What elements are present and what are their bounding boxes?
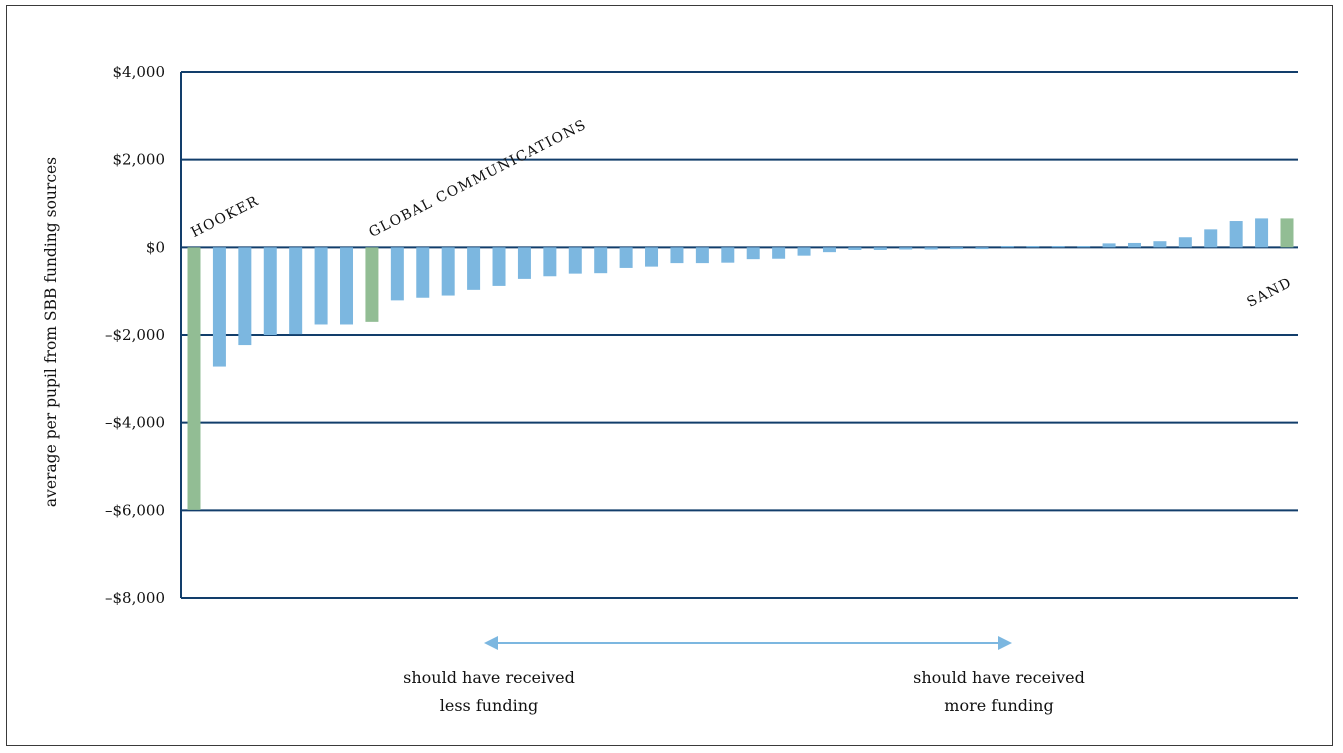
- bar: [1077, 246, 1091, 248]
- bar: [238, 247, 252, 346]
- bar: [1229, 221, 1243, 248]
- bar: [1153, 241, 1167, 248]
- bar: [314, 247, 328, 325]
- bar: [1127, 242, 1141, 248]
- funding-arrow: [484, 636, 1012, 650]
- bar-annotation: SAND: [1244, 275, 1294, 311]
- bar: [390, 247, 404, 301]
- bar-highlighted: [187, 247, 201, 510]
- y-tick-label: $0: [146, 238, 165, 256]
- bar: [416, 247, 430, 298]
- y-tick-label: $4,000: [113, 63, 166, 81]
- bar: [263, 247, 277, 335]
- bar: [492, 247, 506, 286]
- bar: [645, 247, 659, 267]
- bar: [924, 247, 938, 250]
- chart-frame: [6, 5, 1333, 746]
- bar: [568, 247, 582, 274]
- bar: [670, 247, 684, 264]
- arrow-right-head: [998, 636, 1012, 650]
- bar: [441, 247, 455, 296]
- bar: [695, 247, 709, 264]
- bar: [517, 247, 531, 279]
- caption-more-line2: more funding: [944, 696, 1053, 715]
- bar: [822, 247, 836, 253]
- caption-less-line1: should have received: [403, 668, 575, 687]
- bar: [289, 247, 303, 335]
- bar: [797, 247, 811, 256]
- y-tick-labels: $4,000 $2,000 $0 –$2,000 –$4,000 –$6,000 –$8,0…: [105, 63, 165, 607]
- bar-annotation: GLOBAL COMMUNICATIONS: [366, 117, 589, 241]
- bar-highlighted: [1280, 218, 1294, 248]
- bar: [746, 247, 760, 260]
- arrow-left-head: [484, 636, 498, 650]
- bar: [1026, 246, 1040, 248]
- gridlines: [181, 71, 1298, 599]
- caption-less-line2: less funding: [440, 696, 539, 715]
- bar: [1178, 237, 1192, 248]
- bar: [772, 247, 786, 259]
- y-axis-label: average per pupil from SBB funding sourc…: [42, 157, 60, 507]
- bar: [619, 247, 633, 268]
- bar: [1255, 218, 1269, 248]
- bar-highlighted: [365, 247, 379, 322]
- bar: [848, 247, 862, 250]
- caption-more-line1: should have received: [913, 668, 1085, 687]
- y-tick-label: –$6,000: [105, 501, 165, 519]
- bar: [212, 247, 226, 367]
- bar: [873, 247, 887, 250]
- bar: [1051, 246, 1065, 248]
- bar-annotations: HOOKER GLOBAL COMMUNICATIONS SAND: [189, 117, 1295, 311]
- bar: [1102, 243, 1116, 248]
- y-tick-label: $2,000: [113, 151, 166, 169]
- bar: [721, 247, 735, 263]
- bar: [543, 247, 557, 277]
- bar: [975, 247, 989, 250]
- y-tick-label: –$8,000: [105, 589, 165, 607]
- bar: [950, 247, 964, 250]
- bar: [1000, 246, 1014, 248]
- bar: [467, 247, 481, 290]
- bar-annotation: HOOKER: [189, 193, 262, 241]
- y-tick-label: –$4,000: [105, 414, 165, 432]
- bar: [899, 247, 913, 250]
- bar: [594, 247, 608, 274]
- y-tick-label: –$2,000: [105, 326, 165, 344]
- bar: [340, 247, 354, 325]
- bars: [187, 218, 1294, 510]
- bar: [1204, 229, 1218, 248]
